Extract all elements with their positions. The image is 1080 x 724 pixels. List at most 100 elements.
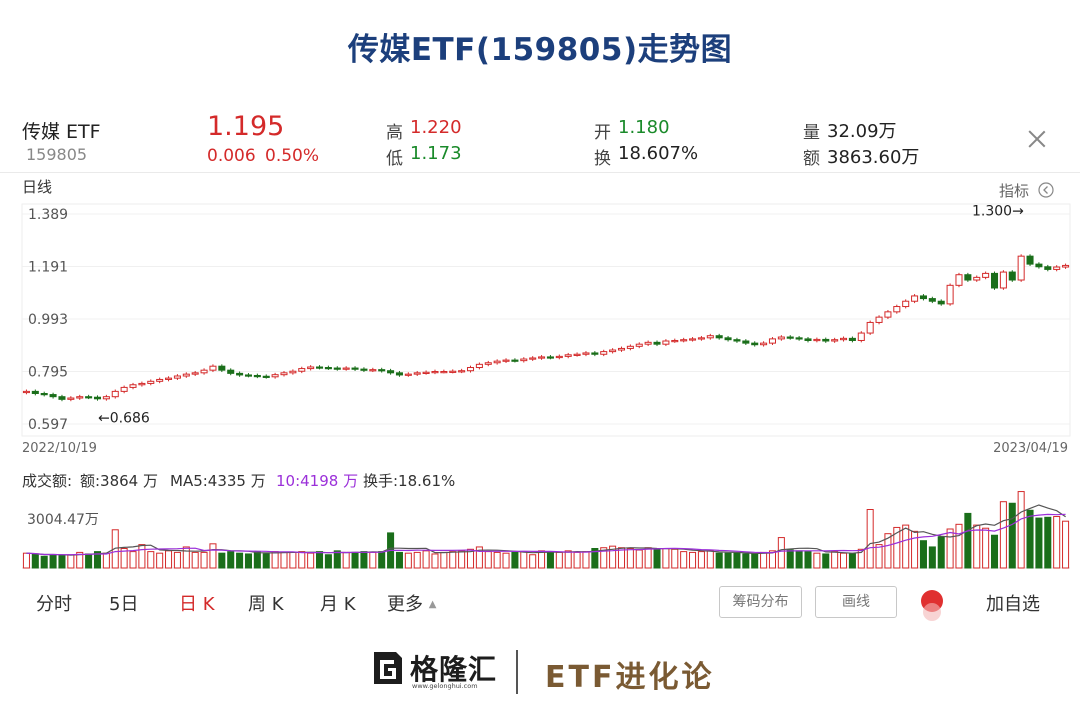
- volume-bar: [848, 553, 856, 569]
- volume-bar: [591, 548, 599, 569]
- volume-bar: [40, 555, 48, 569]
- candle-body: [342, 367, 350, 370]
- candle-body: [262, 375, 270, 378]
- turnover-value: 18.607%: [618, 143, 699, 164]
- volume-bar: [822, 553, 830, 569]
- candle-body: [227, 369, 235, 374]
- volume-bar: [280, 551, 288, 569]
- add-watchlist-button[interactable]: 加自选: [986, 594, 1040, 615]
- candle-body: [191, 372, 199, 375]
- close-icon[interactable]: [1022, 124, 1052, 154]
- volume-bar: [760, 551, 768, 569]
- volume-bar: [191, 551, 199, 569]
- tab-daily-k[interactable]: 日 K: [179, 594, 215, 615]
- volume-bar: [795, 550, 803, 569]
- candle-body: [733, 339, 741, 342]
- volume-bar: [413, 551, 421, 569]
- draw-line-button[interactable]: 画线: [815, 586, 897, 618]
- volume-bar: [307, 552, 315, 569]
- volume-bar: [200, 551, 208, 569]
- candle-body: [875, 316, 883, 323]
- volume-header-ma5: MA5:4335 万: [170, 472, 266, 490]
- volume-bar: [875, 544, 883, 569]
- volume-bar: [1008, 502, 1016, 569]
- volume-bar: [244, 553, 252, 569]
- indicator-button[interactable]: 指标: [999, 180, 1054, 201]
- candle-body: [911, 295, 919, 302]
- candle-body: [564, 354, 572, 357]
- candle-body: [990, 272, 999, 289]
- footer-divider: [516, 650, 518, 694]
- candle-body: [804, 338, 812, 341]
- candle-body: [466, 367, 475, 372]
- volume-bar: [227, 551, 235, 569]
- volume-bar: [147, 551, 155, 569]
- x-end-label: 2023/04/19: [993, 441, 1068, 456]
- tab-weekly-k[interactable]: 周 K: [248, 594, 284, 615]
- volume-bar: [697, 551, 705, 569]
- candle-body: [85, 396, 93, 399]
- tab-intraday[interactable]: 分时: [36, 594, 72, 615]
- volume-bar: [262, 553, 270, 569]
- candle-body: [67, 397, 75, 400]
- candle-body: [653, 341, 661, 345]
- red-dot-icon[interactable]: [912, 582, 952, 622]
- volume-bar: [466, 548, 475, 569]
- tab-more[interactable]: 更多 ▲: [387, 590, 436, 616]
- candle-body: [1026, 255, 1034, 265]
- ma5-line: [26, 504, 1066, 556]
- candle-body: [831, 339, 839, 342]
- candle-body: [369, 369, 377, 372]
- candle-body: [200, 369, 208, 374]
- volume-header-turnover: 换手:18.61%: [363, 472, 456, 490]
- high-annotation: 1.300→: [972, 204, 1024, 220]
- volume-bar: [458, 550, 466, 569]
- candle-body: [1053, 266, 1061, 270]
- volume-bar: [689, 551, 697, 569]
- volume-bar: [31, 553, 39, 569]
- volume-bar: [449, 551, 457, 569]
- volume-bar: [138, 544, 146, 569]
- tab-monthly-k[interactable]: 月 K: [320, 594, 356, 615]
- candle-body: [760, 342, 768, 346]
- volume-bar: [644, 547, 652, 569]
- footer-slogan: ETF进化论: [545, 660, 715, 695]
- tab-more-label: 更多: [387, 594, 423, 615]
- open-value: 1.180: [618, 117, 670, 138]
- candle-body: [120, 386, 128, 392]
- candle-body: [93, 396, 102, 400]
- tab-5day[interactable]: 5日: [109, 594, 139, 615]
- volume-value: 32.09万: [827, 121, 897, 142]
- candle-body: [591, 352, 599, 355]
- volume-bar: [351, 551, 359, 569]
- candle-body: [582, 352, 590, 355]
- volume-bar: [333, 550, 341, 569]
- low-value: 1.173: [410, 143, 462, 164]
- candle-body: [289, 370, 297, 374]
- candle-body: [635, 343, 643, 347]
- indicator-label: 指标: [999, 182, 1030, 200]
- volume-bar: [342, 551, 350, 569]
- current-price: 1.195: [207, 111, 285, 142]
- candle-body: [253, 374, 261, 378]
- volume-bar: [76, 551, 84, 569]
- candle-body: [520, 358, 528, 362]
- volume-bar: [529, 554, 537, 569]
- candle-body: [742, 340, 750, 344]
- volume-bar: [360, 551, 368, 569]
- page-title: 传媒ETF(159805)走势图: [347, 32, 733, 68]
- volume-bar: [546, 551, 554, 569]
- candle-body: [857, 332, 865, 341]
- fund-name: 传媒 ETF: [22, 121, 101, 143]
- high-value: 1.220: [410, 117, 462, 138]
- volume-bar: [102, 552, 110, 569]
- candle-body: [1035, 263, 1043, 268]
- candle-body: [324, 367, 332, 370]
- volume-bar: [236, 552, 244, 569]
- y-tick-label: 1.191: [28, 260, 68, 276]
- chart-frame: [21, 203, 1071, 437]
- volume-bar: [218, 552, 226, 569]
- volume-bar: [715, 552, 723, 569]
- chip-distribution-button[interactable]: 筹码分布: [719, 586, 802, 618]
- candle-body: [902, 300, 910, 308]
